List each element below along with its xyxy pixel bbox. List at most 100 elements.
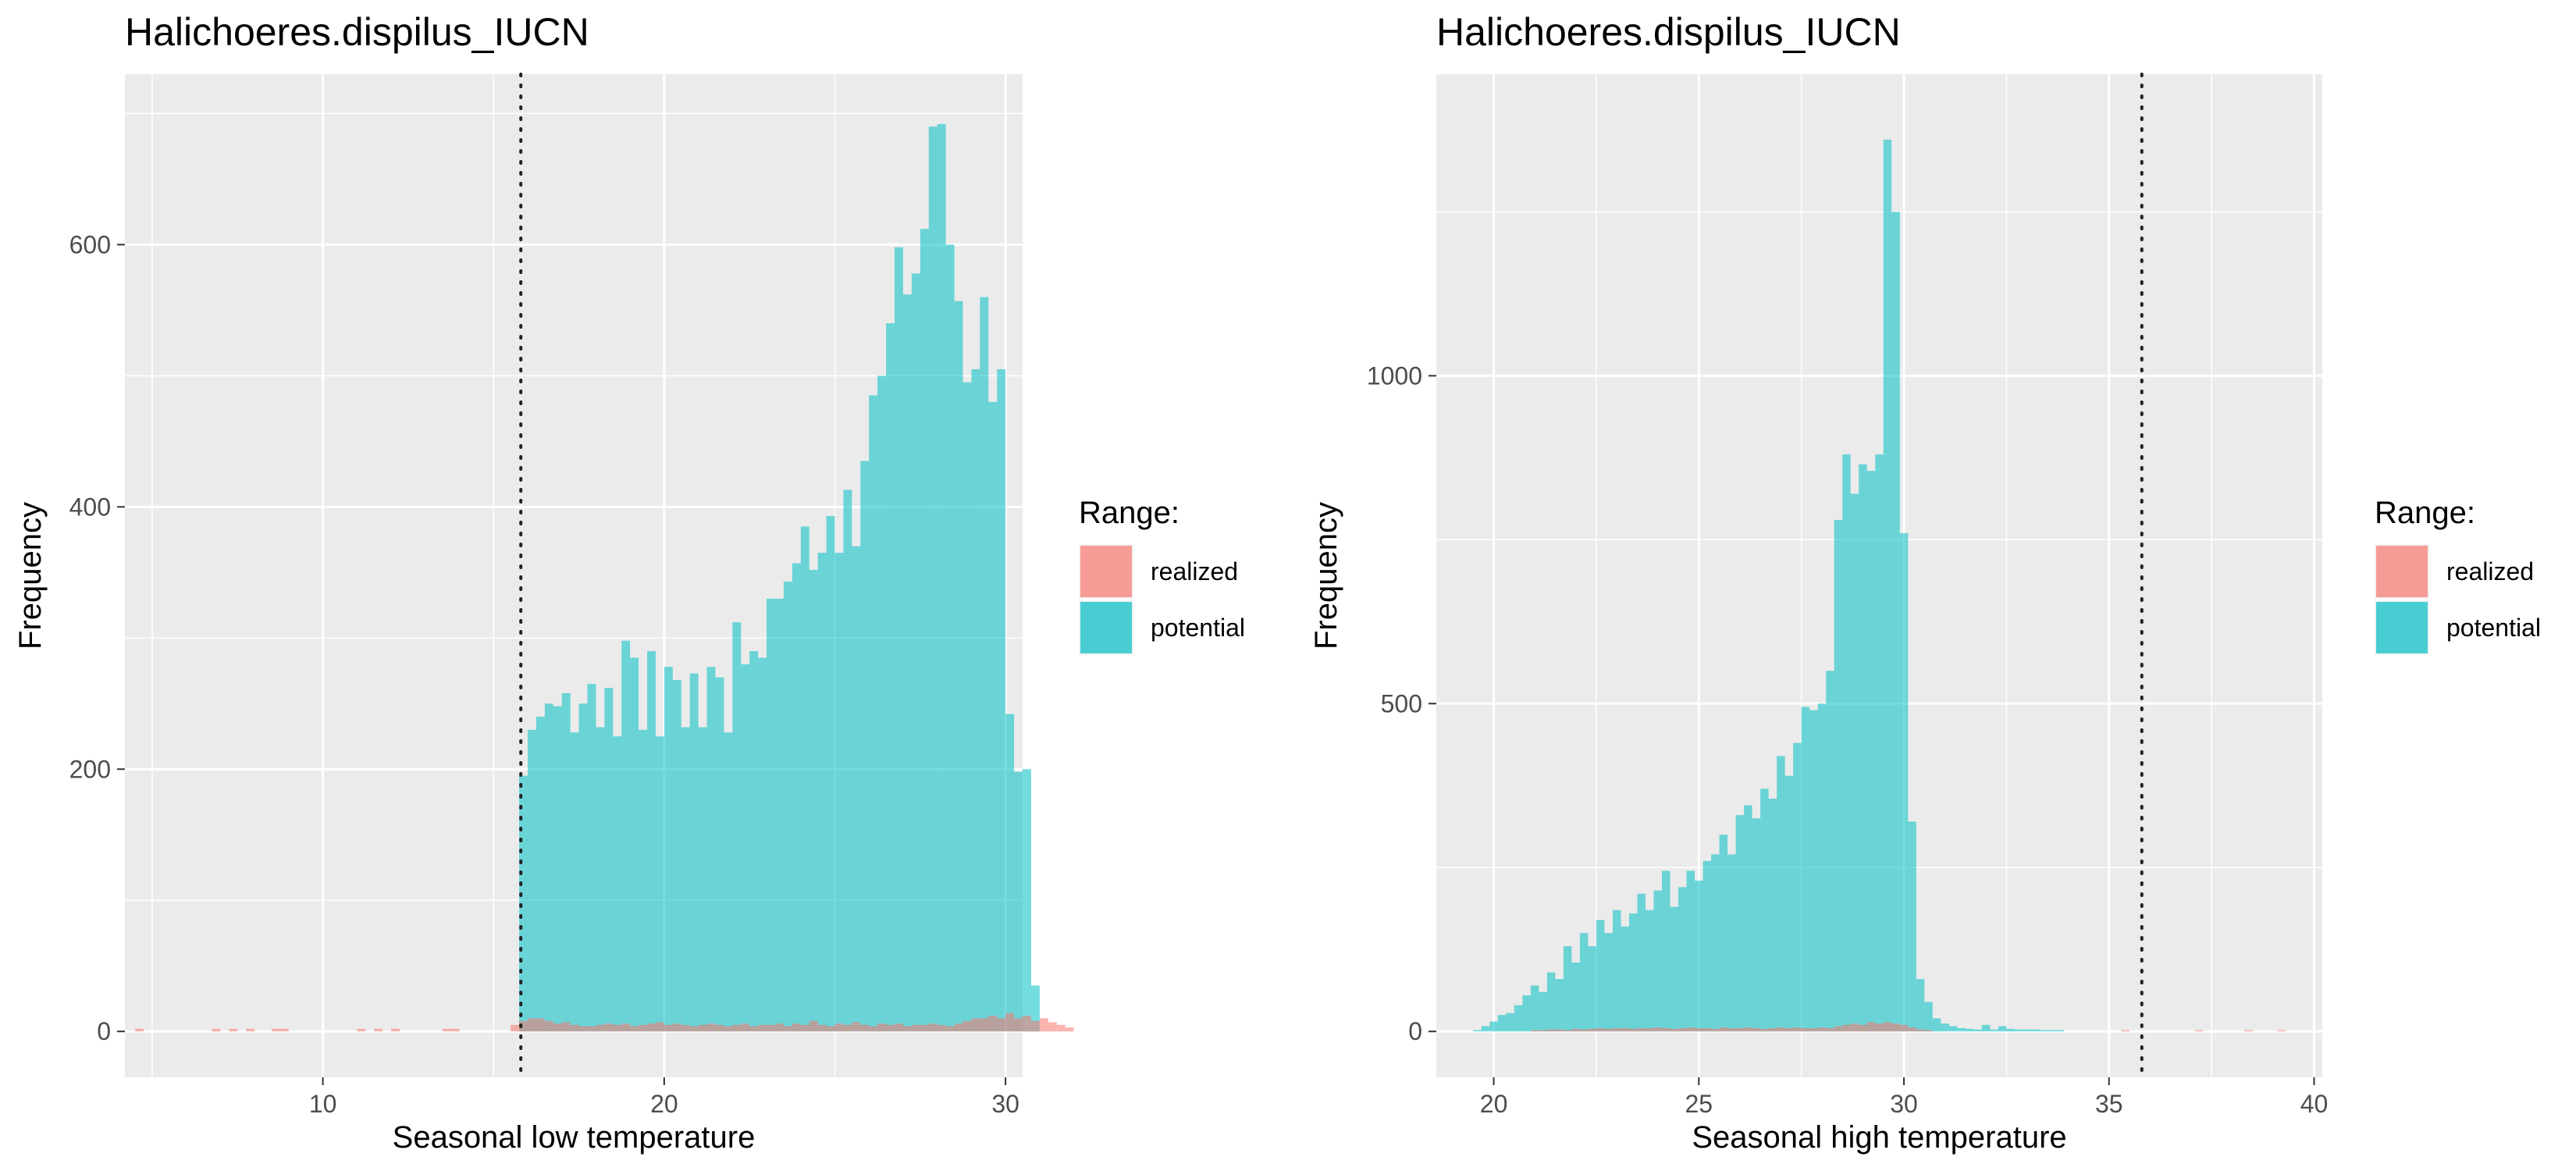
histogram-bar-potential <box>1023 769 1031 1032</box>
y-tick-label: 0 <box>1408 1017 1422 1045</box>
histogram-bar-realized <box>1842 1024 1851 1032</box>
histogram-bar-realized <box>706 1023 716 1032</box>
histogram-bar-potential <box>954 301 963 1032</box>
histogram-bar-realized <box>809 1020 818 1032</box>
histogram-bar-realized <box>1777 1027 1785 1032</box>
histogram-bar-potential <box>1809 710 1818 1032</box>
histogram-bar-potential <box>561 692 571 1032</box>
histogram-bar-realized <box>621 1023 631 1032</box>
histogram-bar-potential <box>1604 933 1613 1032</box>
histogram-bar-realized <box>1850 1023 1859 1032</box>
histogram-bar-potential <box>1563 946 1572 1032</box>
histogram-bar-realized <box>724 1026 733 1032</box>
histogram-bar-realized <box>1760 1028 1769 1032</box>
histogram-bar-potential <box>1866 471 1876 1032</box>
histogram-bar-potential <box>1916 979 1925 1032</box>
legend-swatch-realized <box>1080 546 1132 597</box>
y-tick-label: 1000 <box>1367 361 1422 390</box>
histogram-bar-realized <box>1686 1027 1695 1032</box>
histogram-bar-potential <box>1711 854 1720 1032</box>
histogram-bar-realized <box>767 1024 775 1032</box>
legend-swatch-potential <box>1080 602 1132 653</box>
histogram-bar-potential <box>895 247 903 1032</box>
histogram-bar-potential <box>1932 1018 1941 1032</box>
x-tick-label: 25 <box>1685 1090 1713 1118</box>
histogram-bar-potential <box>519 775 528 1032</box>
histogram-bar-realized <box>442 1028 451 1032</box>
histogram-bar-potential <box>1497 1015 1507 1032</box>
histogram-bar-potential <box>1826 671 1834 1032</box>
histogram-bar-potential <box>1530 985 1539 1032</box>
histogram-bar-potential <box>1941 1023 1949 1032</box>
histogram-bar-realized <box>561 1022 571 1032</box>
histogram-bar-realized <box>1891 1023 1900 1032</box>
histogram-bar-potential <box>1686 870 1695 1032</box>
histogram-bar-potential <box>732 622 742 1032</box>
histogram-bar-realized <box>1719 1027 1728 1032</box>
y-axis-label: Frequency <box>1309 502 1343 650</box>
histogram-bar-potential <box>1777 756 1785 1032</box>
histogram-bar-realized <box>826 1026 835 1032</box>
histogram-bar-potential <box>928 126 938 1032</box>
histogram-bar-realized <box>902 1026 912 1032</box>
histogram-bar-potential <box>1859 464 1867 1032</box>
histogram-bar-potential <box>869 395 878 1032</box>
x-tick-label: 35 <box>2095 1090 2123 1118</box>
y-tick-label: 600 <box>69 230 111 258</box>
x-tick-label: 40 <box>2300 1090 2329 1118</box>
histogram-bar-realized <box>1711 1028 1720 1032</box>
histogram-bar-potential <box>1555 979 1564 1032</box>
histogram-bar-realized <box>639 1024 648 1032</box>
histogram-bar-realized <box>672 1023 681 1032</box>
histogram-bar-realized <box>715 1024 724 1032</box>
x-tick-label: 20 <box>650 1090 678 1118</box>
histogram-bar-realized <box>1588 1028 1596 1032</box>
histogram-bar-realized <box>1653 1027 1663 1032</box>
histogram-bar-realized <box>783 1026 792 1032</box>
histogram-bar-realized <box>1752 1028 1761 1032</box>
histogram-bar-realized <box>1670 1028 1679 1032</box>
histogram-bar-potential <box>715 677 724 1032</box>
histogram-bar-realized <box>1834 1026 1843 1032</box>
legend-label-potential: potential <box>1151 614 1245 642</box>
histogram-bar-realized <box>1735 1028 1745 1032</box>
histogram-bar-potential <box>613 736 622 1032</box>
histogram-bar-potential <box>1030 985 1040 1032</box>
histogram-bar-potential <box>1014 771 1023 1032</box>
histogram-bar-potential <box>1703 860 1712 1032</box>
chart-1: 10 20 30 0 200 400 600 Halichoeres.dispilus_IUC… <box>13 10 1245 1155</box>
histogram-bar-potential <box>911 273 920 1032</box>
histogram-bar-realized <box>962 1020 972 1032</box>
histogram-bar-realized <box>869 1026 878 1032</box>
histogram-bar-realized <box>843 1024 852 1032</box>
histogram-bar-realized <box>2121 1030 2130 1032</box>
histogram-bar-potential <box>1506 1013 1514 1032</box>
legend-label-realized: realized <box>2446 557 2534 586</box>
histogram-bar-realized <box>1809 1028 1818 1032</box>
histogram-bar-potential <box>1801 707 1810 1032</box>
histogram-bar-realized <box>1859 1024 1867 1032</box>
histogram-bar-realized <box>229 1028 238 1032</box>
histogram-bar-realized <box>357 1028 366 1032</box>
histogram-bar-realized <box>1875 1023 1884 1032</box>
histogram-bar-realized <box>246 1028 255 1032</box>
histogram-bar-potential <box>971 368 980 1032</box>
x-tick-label: 30 <box>991 1090 1019 1118</box>
chart-title: Halichoeres.dispilus_IUCN <box>125 10 589 54</box>
histogram-bar-potential <box>1834 520 1843 1032</box>
histogram-bar-potential <box>1965 1028 1974 1032</box>
histogram-bar-potential <box>1924 1002 1933 1032</box>
histogram-bar-potential <box>1473 1030 1482 1032</box>
histogram-bar-potential <box>809 569 818 1032</box>
histogram-bar-realized <box>553 1023 562 1032</box>
histogram-bar-realized <box>928 1023 938 1032</box>
histogram-bar-potential <box>758 657 767 1032</box>
legend: Range: realized potential <box>2375 496 2541 655</box>
histogram-bar-realized <box>732 1024 742 1032</box>
x-tick-label: 30 <box>1890 1090 1918 1118</box>
histogram-bar-realized <box>1883 1022 1892 1032</box>
histogram-bar-potential <box>1793 742 1802 1032</box>
histogram-bar-realized <box>1916 1029 1925 1032</box>
histogram-bar-realized <box>450 1028 460 1032</box>
histogram-bar-realized <box>1817 1027 1827 1032</box>
